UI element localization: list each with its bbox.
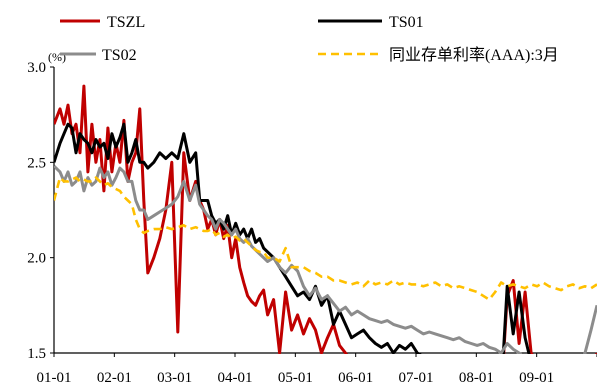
- x-tick-label: 09-01: [519, 370, 554, 386]
- x-tick-label: 07-01: [399, 370, 434, 386]
- legend-label-0: TSZL: [107, 14, 145, 31]
- x-tick-label: 03-01: [157, 370, 192, 386]
- chart-legend: TSZL TS01 TS02 同业存单利率(AAA):3月: [60, 14, 559, 64]
- y-tick-label: 2.0: [27, 251, 46, 267]
- legend-label-3: 同业存单利率(AAA):3月: [389, 46, 559, 64]
- series-line-1: [54, 122, 531, 354]
- legend-label-1: TS01: [389, 14, 424, 31]
- y-tick-label: 1.5: [27, 346, 46, 362]
- x-tick-label: 08-01: [459, 370, 494, 386]
- y-axis-unit-label: (%): [48, 50, 66, 64]
- chart-axes: 1.5 2.0 2.5 3.0(%) 01-01 02-01 03-01 04-01 05-01…: [27, 50, 597, 386]
- series-line-0: [54, 84, 597, 354]
- y-tick-label: 3.0: [27, 60, 46, 76]
- x-tick-label: 04-01: [218, 370, 253, 386]
- y-tick-label: 2.5: [27, 155, 46, 171]
- x-tick-label: 06-01: [338, 370, 373, 386]
- x-tick-label: 05-01: [278, 370, 313, 386]
- x-tick-label: 02-01: [97, 370, 132, 386]
- series-line-3: [54, 176, 597, 301]
- legend-label-2: TS02: [102, 47, 137, 64]
- x-tick-label: 01-01: [37, 370, 72, 386]
- series-line-2: [54, 165, 597, 354]
- chart-series-layer: [54, 84, 597, 354]
